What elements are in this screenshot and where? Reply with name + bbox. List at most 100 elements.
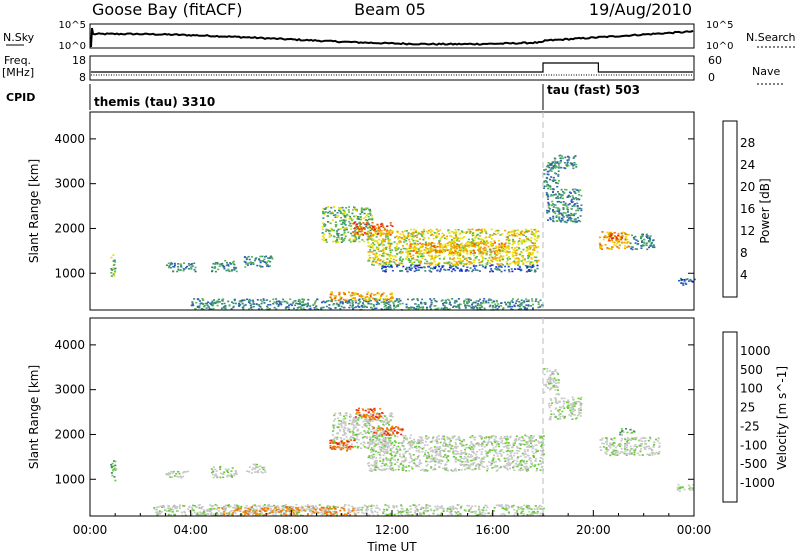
heatmap-cell bbox=[527, 305, 530, 307]
heatmap-cell bbox=[495, 259, 498, 261]
heatmap-cell bbox=[491, 442, 493, 445]
heatmap-cell bbox=[322, 300, 325, 303]
heatmap-cell bbox=[382, 292, 385, 294]
heatmap-cell bbox=[479, 460, 482, 463]
heatmap-cell bbox=[328, 232, 331, 235]
heatmap-cell bbox=[508, 242, 511, 245]
heatmap-cell bbox=[381, 267, 383, 270]
heatmap-cell bbox=[409, 443, 412, 445]
heatmap-cell bbox=[401, 460, 404, 462]
heatmap-cell bbox=[487, 301, 490, 304]
heatmap-cell bbox=[613, 231, 616, 234]
heatmap-cell bbox=[577, 216, 579, 219]
heatmap-cell bbox=[513, 469, 516, 471]
heatmap-cell bbox=[348, 301, 351, 304]
freq-unit-label: [MHz] bbox=[2, 66, 34, 79]
heatmap-cell bbox=[693, 278, 696, 281]
heatmap-cell bbox=[518, 237, 521, 240]
heatmap-cell bbox=[111, 474, 114, 477]
heatmap-cell bbox=[420, 436, 423, 439]
heatmap-cell bbox=[512, 255, 515, 257]
heatmap-cell bbox=[455, 247, 458, 250]
heatmap-cell bbox=[371, 217, 374, 220]
heatmap-cell bbox=[112, 469, 115, 472]
heatmap-cell bbox=[375, 413, 378, 415]
heatmap-cell bbox=[426, 444, 429, 446]
heatmap-cell bbox=[466, 459, 469, 461]
heatmap-cell bbox=[649, 239, 652, 241]
heatmap-cell bbox=[336, 237, 339, 239]
heatmap-cell bbox=[454, 300, 456, 302]
heatmap-cell bbox=[436, 442, 438, 444]
heatmap-cell bbox=[447, 445, 450, 448]
heatmap-cell bbox=[489, 248, 492, 251]
heatmap-cell bbox=[113, 476, 116, 478]
heatmap-cell bbox=[410, 232, 413, 235]
heatmap-cell bbox=[176, 475, 179, 478]
heatmap-cell bbox=[418, 504, 421, 506]
heatmap-cell bbox=[426, 260, 429, 263]
heatmap-cell bbox=[439, 269, 442, 271]
heatmap-cell bbox=[521, 459, 524, 462]
heatmap-cell bbox=[303, 298, 306, 301]
heatmap-cell bbox=[385, 458, 388, 461]
heatmap-cell bbox=[368, 446, 371, 448]
heatmap-cell bbox=[352, 433, 354, 435]
heatmap-cell bbox=[386, 428, 389, 430]
heatmap-cell bbox=[393, 261, 396, 263]
heatmap-cell bbox=[324, 301, 327, 304]
heatmap-cell bbox=[352, 297, 355, 299]
heatmap-cell bbox=[389, 239, 392, 241]
heatmap-cell bbox=[438, 459, 441, 461]
heatmap-cell bbox=[420, 301, 422, 304]
heatmap-cell bbox=[363, 212, 366, 215]
heatmap-cell bbox=[239, 303, 242, 306]
heatmap-cell bbox=[555, 166, 558, 168]
heatmap-cell bbox=[474, 305, 477, 307]
heatmap-cell bbox=[396, 461, 399, 463]
heatmap-cell bbox=[382, 240, 385, 242]
heatmap-cell bbox=[252, 467, 255, 469]
heatmap-cell bbox=[257, 308, 260, 310]
heatmap-cell bbox=[509, 436, 512, 439]
heatmap-cell bbox=[495, 299, 498, 302]
heatmap-cell bbox=[484, 229, 487, 232]
heatmap-cell bbox=[502, 258, 504, 261]
heatmap-cell bbox=[331, 212, 334, 214]
heatmap-cell bbox=[389, 306, 392, 309]
heatmap-cell bbox=[374, 466, 377, 469]
heatmap-cell bbox=[599, 246, 602, 248]
heatmap-cell bbox=[514, 263, 517, 265]
heatmap-cell bbox=[233, 299, 236, 302]
heatmap-cell bbox=[552, 217, 555, 220]
heatmap-cell bbox=[243, 305, 246, 307]
heatmap-cell bbox=[266, 264, 269, 266]
heatmap-cell bbox=[429, 461, 432, 463]
heatmap-cell bbox=[391, 255, 394, 257]
heatmap-cell bbox=[402, 245, 404, 247]
heatmap-cell bbox=[334, 418, 337, 420]
heatmap-cell bbox=[444, 245, 447, 248]
heatmap-cell bbox=[640, 235, 642, 238]
heatmap-cell bbox=[276, 303, 279, 305]
heatmap-cell bbox=[370, 504, 373, 506]
heatmap-cell bbox=[369, 208, 372, 211]
heatmap-cell bbox=[523, 240, 526, 243]
heatmap-cell bbox=[447, 268, 450, 271]
heatmap-cell bbox=[568, 218, 571, 221]
heatmap-cell bbox=[494, 242, 496, 244]
heatmap-cell bbox=[448, 308, 451, 310]
heatmap-cell bbox=[431, 460, 434, 462]
heatmap-cell bbox=[351, 421, 354, 424]
heatmap-cell bbox=[430, 243, 432, 246]
heatmap-cell bbox=[426, 457, 428, 459]
heatmap-cell bbox=[520, 269, 523, 271]
heatmap-cell bbox=[513, 452, 516, 455]
heatmap-cell bbox=[556, 207, 559, 210]
heatmap-cell bbox=[416, 458, 419, 460]
heatmap-cell bbox=[383, 448, 386, 451]
heatmap-cell bbox=[171, 506, 174, 508]
heatmap-cell bbox=[217, 268, 220, 271]
heatmap-cell bbox=[379, 454, 382, 457]
heatmap-cell bbox=[379, 233, 382, 235]
